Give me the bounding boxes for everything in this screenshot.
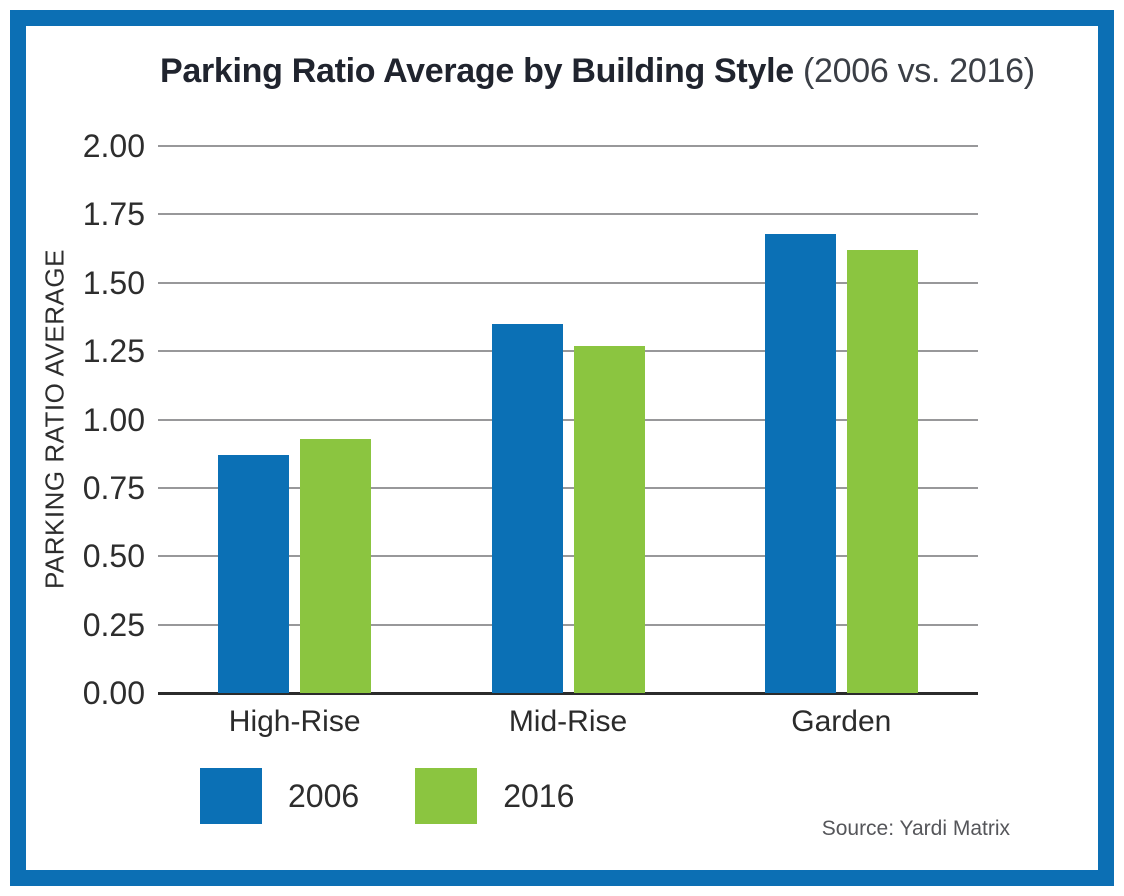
gridline [158, 281, 978, 284]
y-tick-label: 1.50 [82, 264, 145, 301]
legend: 2006 2016 [200, 768, 574, 824]
bar-group-mid-rise [491, 146, 645, 693]
y-tick-label: 0.25 [82, 606, 145, 643]
y-tick-label: 1.75 [82, 196, 145, 233]
gridline [158, 486, 978, 489]
y-axis-title: PARKING RATIO AVERAGE [39, 249, 70, 590]
bar-high-rise-2016 [300, 438, 372, 693]
gridline [158, 350, 978, 353]
bar-mid-rise-2016 [573, 345, 645, 693]
x-axis-line [158, 692, 978, 695]
chart-title: Parking Ratio Average by Building Style … [160, 52, 1035, 91]
y-tick-label: 2.00 [82, 128, 145, 164]
gridline [158, 213, 978, 216]
chart-title-main: Parking Ratio Average by Building Style [160, 52, 794, 90]
gridline [158, 418, 978, 421]
y-tick-label: 0.75 [82, 469, 145, 506]
y-tick-label: 1.00 [82, 401, 145, 438]
bar-garden-2006 [764, 233, 836, 693]
gridline [158, 623, 978, 626]
y-tick-label: 0.50 [82, 538, 145, 575]
x-category-label: High-Rise [228, 705, 361, 738]
plot-area: 2.00 1.75 1.50 1.25 1.00 0.75 0.50 0.25 0.00 High… [83, 130, 978, 738]
y-tick-label: 0.00 [82, 675, 145, 711]
x-category-label: Mid-Rise [508, 705, 628, 738]
legend-label-2016: 2016 [503, 777, 575, 814]
legend-swatch-2006 [200, 768, 262, 824]
bar-group-garden [764, 146, 918, 693]
bar-garden-2016 [846, 249, 918, 693]
gridline [158, 145, 978, 147]
gridline [158, 555, 978, 558]
legend-label-2006: 2006 [288, 777, 360, 814]
x-category-label: Garden [791, 705, 892, 738]
legend-item-2006: 2006 [200, 768, 359, 824]
bar-group-high-rise [218, 146, 372, 693]
y-tick-label: 1.25 [82, 333, 145, 370]
legend-item-2016: 2016 [415, 768, 574, 824]
legend-swatch-2016 [415, 768, 478, 824]
source-note: Source: Yardi Matrix [821, 817, 1010, 840]
bar-high-rise-2006 [218, 455, 290, 693]
chart-title-suffix: (2006 vs. 2016) [793, 52, 1035, 90]
bar-mid-rise-2006 [491, 323, 563, 693]
